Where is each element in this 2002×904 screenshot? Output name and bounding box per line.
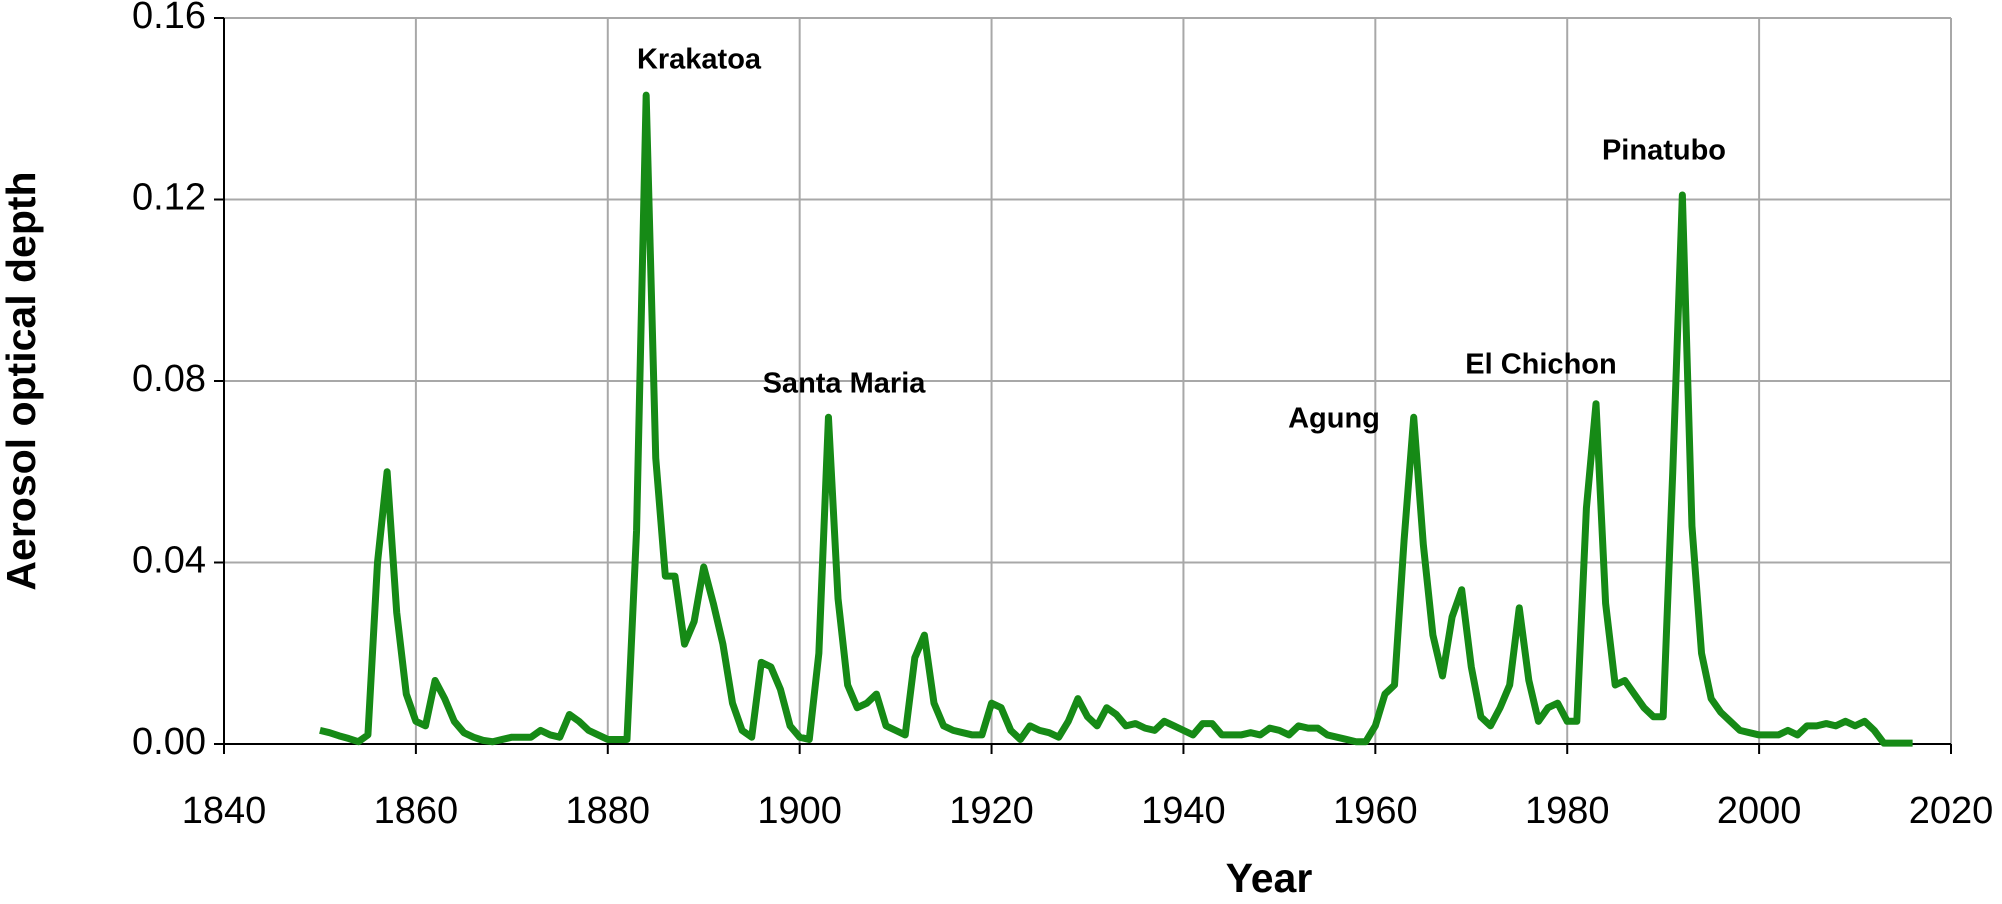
y-tick-label: 0.16 [132, 0, 206, 37]
annotation: El Chichon [1465, 349, 1616, 381]
x-axis-title: Year [1226, 855, 1313, 901]
y-tick-label: 0.04 [132, 540, 206, 582]
annotation: Krakatoa [637, 44, 762, 76]
x-tick-label: 1980 [1525, 790, 1610, 832]
x-tick-label: 1860 [374, 790, 459, 832]
x-tick-label: 1840 [182, 790, 267, 832]
x-tick-label: 2020 [1909, 790, 1994, 832]
data-line [319, 91, 1913, 747]
x-tick-label: 1880 [566, 790, 651, 832]
y-tick-label: 0.08 [132, 358, 206, 400]
annotation: Santa Maria [763, 368, 927, 400]
y-tick-label: 0.12 [132, 177, 206, 219]
y-tick-label: 0.00 [132, 721, 206, 763]
x-tick-label: 1940 [1141, 790, 1226, 832]
x-tick-label: 1960 [1333, 790, 1418, 832]
annotation: Pinatubo [1602, 135, 1726, 167]
y-axis-title: Aerosol optical depth [0, 171, 44, 590]
annotation: Agung [1288, 403, 1380, 435]
x-tick-label: 2000 [1717, 790, 1802, 832]
x-tick-label: 1920 [949, 790, 1034, 832]
x-tick-label: 1900 [757, 790, 842, 832]
